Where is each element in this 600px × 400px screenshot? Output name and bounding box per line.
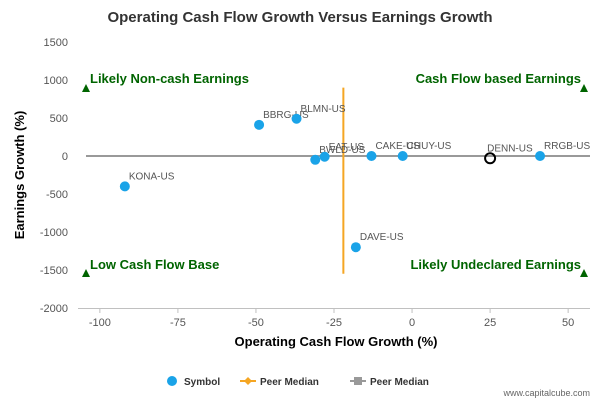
x-tick-label: 0 [409, 317, 415, 329]
data-point-label: RRGB-US [544, 141, 590, 152]
plot-area: -100 -75 -50 -25 0 25 50 -2000 -1500 -1000 -500 0 5… [40, 37, 591, 329]
data-point[interactable] [535, 151, 546, 161]
y-axis-title: Earnings Growth (%) [12, 111, 27, 240]
data-point[interactable] [366, 151, 377, 161]
data-point[interactable] [319, 151, 330, 162]
quadrant-marker-top-right [580, 84, 588, 92]
x-tick-label: -25 [326, 317, 342, 329]
legend-square-marker [354, 377, 362, 385]
data-point-label: BBRG-US [263, 110, 309, 121]
quadrant-labels: Likely Non-cash Earnings Cash Flow based … [82, 71, 588, 277]
y-tick-label: 1000 [44, 75, 68, 87]
quadrant-marker-bottom-right [580, 269, 588, 277]
data-point[interactable] [310, 154, 321, 165]
plot-background [78, 42, 590, 308]
x-tick-label: 25 [484, 317, 496, 329]
data-point-label: EAT-US [329, 142, 365, 153]
legend-item-label: Peer Median [370, 377, 429, 388]
quadrant-label-bottom-left: Low Cash Flow Base [90, 257, 219, 272]
chart-title: Operating Cash Flow Growth Versus Earnin… [107, 9, 492, 26]
y-tick-label: -1000 [40, 227, 68, 239]
quadrant-label-bottom-right: Likely Undeclared Earnings [410, 257, 581, 272]
x-tick-label: -75 [170, 317, 186, 329]
credit-text: www.capitalcube.com [502, 388, 590, 398]
peer-median-lines [86, 87, 590, 274]
highlighted-data-point[interactable] [484, 152, 497, 165]
y-tick-label: -2000 [40, 303, 68, 315]
legend-item-label: Symbol [184, 377, 220, 388]
y-tick-label: -500 [46, 189, 68, 201]
quadrant-marker-top-left [82, 84, 90, 92]
y-tick-label: 500 [50, 113, 68, 125]
data-point[interactable] [254, 119, 265, 130]
x-tick-label: 50 [562, 317, 574, 329]
data-point-label: DAVE-US [360, 232, 404, 243]
y-tick-label: -1500 [40, 265, 68, 277]
x-axis-ticks: -100 -75 -50 -25 0 25 50 [89, 308, 574, 329]
quadrant-label-top-right: Cash Flow based Earnings [416, 71, 581, 86]
data-point-label: CHUY-US [407, 141, 452, 152]
y-axis-ticks: -2000 -1500 -1000 -500 0 500 1000 1500 [40, 37, 68, 315]
data-point[interactable] [350, 242, 361, 253]
quadrant-marker-bottom-left [82, 269, 90, 277]
data-point[interactable] [397, 151, 408, 161]
highlighted-point-label: DENN-US [487, 143, 533, 154]
legend-diamond-marker [244, 377, 252, 385]
y-tick-label: 1500 [44, 37, 68, 49]
data-point-label: KONA-US [129, 171, 175, 182]
quadrant-label-top-left: Likely Non-cash Earnings [90, 71, 249, 86]
x-tick-label: -50 [248, 317, 264, 329]
legend: Symbol Peer Median Peer Median [167, 376, 429, 388]
x-axis-title: Operating Cash Flow Growth (%) [235, 334, 438, 349]
data-point[interactable] [119, 181, 130, 192]
y-tick-label: 0 [62, 151, 68, 163]
data-point-label: CAKE-US [375, 141, 420, 152]
legend-item-label: Peer Median [260, 377, 319, 388]
legend-symbol-marker [167, 376, 177, 386]
data-point-label: BWLD-US [319, 145, 365, 156]
data-point-label: BLMN-US [301, 104, 346, 115]
data-point[interactable] [291, 113, 302, 124]
x-tick-label: -100 [89, 317, 111, 329]
